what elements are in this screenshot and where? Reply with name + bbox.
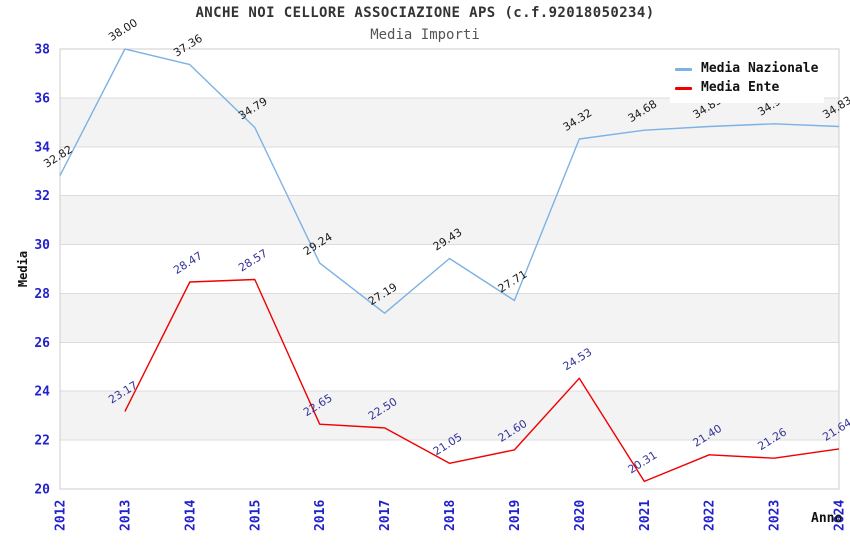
- plot-band: [60, 195, 839, 245]
- y-tick-label: 32: [34, 189, 50, 204]
- data-label-media-nazionale: 27.71: [496, 268, 530, 296]
- series-line-media-ente: [124, 278, 840, 483]
- data-label-media-ente: 28.57: [236, 247, 270, 275]
- y-tick-label: 28: [34, 287, 50, 302]
- series-line-media-nazionale: [59, 48, 840, 314]
- data-label-media-nazionale: 38.00: [106, 16, 140, 44]
- legend-line-swatch: [675, 86, 692, 90]
- x-tick-label: 2024: [833, 500, 848, 531]
- x-tick-label: 2018: [443, 500, 458, 531]
- x-axis-title: Anno: [811, 511, 843, 526]
- x-tick-label: 2014: [183, 500, 198, 531]
- legend-label: Media Ente: [701, 80, 780, 95]
- y-tick-label: 38: [34, 43, 50, 58]
- x-tick-label: 2016: [313, 500, 328, 531]
- y-tick-label: 36: [34, 91, 50, 106]
- data-label-media-ente: 28.47: [171, 249, 205, 277]
- x-tick-label: 2022: [703, 500, 718, 531]
- x-tick-label: 2012: [54, 500, 69, 531]
- data-label-media-ente: 20.31: [626, 449, 660, 477]
- y-tick-label: 24: [34, 385, 50, 400]
- chart-subtitle: Media Importi: [370, 27, 480, 43]
- x-tick-label: 2015: [248, 500, 263, 531]
- y-axis-title: Media: [16, 250, 30, 288]
- legend-label: Media Nazionale: [701, 61, 819, 76]
- plot-band: [60, 97, 839, 147]
- plot-band: [60, 391, 839, 441]
- data-label-media-nazionale: 37.36: [171, 32, 205, 60]
- plot-band: [60, 293, 839, 343]
- data-label-media-ente: 24.53: [561, 345, 595, 373]
- legend: Media Nazionale Media Ente: [670, 59, 825, 103]
- x-tick-label: 2019: [508, 500, 523, 531]
- legend-item-media-nazionale: Media Nazionale: [675, 62, 818, 76]
- y-tick-label: 34: [34, 140, 50, 155]
- x-tick-label: 2013: [118, 500, 133, 531]
- plot-border: [59, 48, 840, 490]
- x-tick-label: 2021: [638, 500, 653, 531]
- y-tick-label: 20: [34, 483, 50, 498]
- chart-title: ANCHE NOI CELLORE ASSOCIAZIONE APS (c.f.…: [195, 5, 655, 21]
- y-tick-label: 22: [34, 434, 50, 449]
- legend-item-media-ente: Media Ente: [675, 81, 818, 95]
- x-tick-label: 2017: [378, 500, 393, 531]
- x-tick-label: 2020: [573, 500, 588, 531]
- x-tick-label: 2023: [768, 500, 783, 531]
- y-tick-label: 30: [34, 238, 50, 253]
- legend-line-swatch: [675, 67, 692, 71]
- y-tick-label: 26: [34, 336, 50, 351]
